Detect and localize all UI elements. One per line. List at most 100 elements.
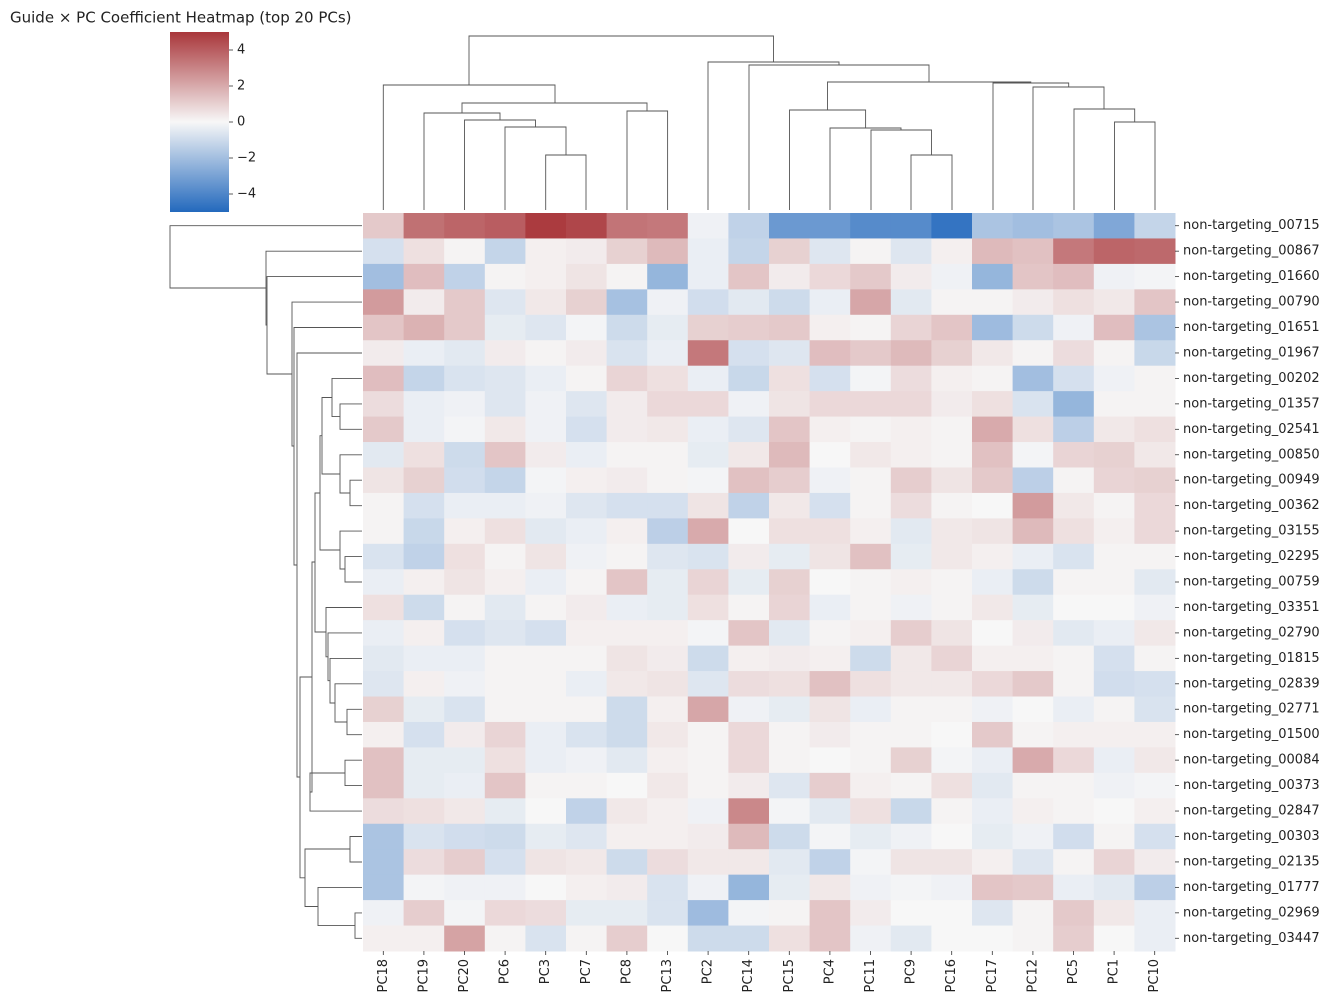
heatmap-cell — [890, 594, 932, 621]
heatmap-cell — [1093, 238, 1135, 265]
heatmap-cell — [687, 620, 729, 647]
heatmap-cell — [809, 823, 851, 850]
heatmap-cell — [1093, 849, 1135, 876]
heatmap-cell — [931, 365, 973, 392]
heatmap-cell — [850, 671, 892, 698]
heatmap-cell — [850, 900, 892, 927]
heatmap-cell — [444, 696, 486, 723]
heatmap-cell — [525, 391, 567, 418]
heatmap-cell — [728, 747, 770, 774]
heatmap-cell — [809, 391, 851, 418]
heatmap-cell — [890, 518, 932, 545]
heatmap-cell — [403, 391, 445, 418]
heatmap-cell — [1053, 925, 1095, 952]
heatmap-cell — [484, 569, 526, 596]
heatmap-cell — [809, 620, 851, 647]
heatmap-cell — [1012, 263, 1054, 290]
heatmap-cell — [931, 874, 973, 901]
row-label: non-targeting_03155 — [1183, 524, 1320, 539]
heatmap-cell — [850, 569, 892, 596]
heatmap-cell — [444, 671, 486, 698]
heatmap-cell — [850, 238, 892, 265]
heatmap-cell — [687, 238, 729, 265]
heatmap-cell — [647, 289, 689, 316]
heatmap-cell — [687, 594, 729, 621]
heatmap-cell — [606, 238, 648, 265]
heatmap-cell — [728, 620, 770, 647]
heatmap-cell — [1012, 696, 1054, 723]
heatmap-cell — [1134, 213, 1176, 239]
heatmap-cell — [1093, 874, 1135, 901]
heatmap-cell — [566, 467, 608, 494]
heatmap-cell — [403, 263, 445, 290]
heatmap-cell — [769, 849, 811, 876]
heatmap-cell — [1093, 543, 1135, 570]
heatmap-cell — [403, 823, 445, 850]
heatmap-cell — [972, 365, 1014, 392]
heatmap-cell — [363, 874, 405, 901]
heatmap-cell — [1012, 849, 1054, 876]
heatmap-cell — [363, 696, 405, 723]
heatmap-cell — [728, 238, 770, 265]
heatmap-cell — [363, 340, 405, 367]
heatmap-cell — [606, 569, 648, 596]
heatmap-cell — [444, 620, 486, 647]
heatmap-cell — [972, 721, 1014, 748]
heatmap-cell — [1093, 671, 1135, 698]
heatmap-cell — [525, 238, 567, 265]
heatmap-cell — [890, 772, 932, 799]
heatmap-cell — [972, 314, 1014, 341]
heatmap-cell — [363, 594, 405, 621]
column-label: PC16 — [944, 959, 959, 992]
heatmap-cell — [484, 874, 526, 901]
heatmap-cell — [972, 645, 1014, 672]
heatmap-cell — [728, 849, 770, 876]
heatmap-cell — [606, 900, 648, 927]
heatmap-cell — [525, 900, 567, 927]
heatmap-cell — [972, 594, 1014, 621]
heatmap-cell — [363, 849, 405, 876]
heatmap-cell — [931, 213, 973, 239]
heatmap-cell — [1093, 365, 1135, 392]
heatmap-cell — [890, 849, 932, 876]
heatmap-cell — [850, 289, 892, 316]
heatmap-cell — [687, 798, 729, 825]
heatmap-cell — [1012, 772, 1054, 799]
heatmap-cell — [1093, 467, 1135, 494]
heatmap-cell — [1093, 213, 1135, 239]
heatmap-cell — [484, 747, 526, 774]
heatmap-cell — [1012, 747, 1054, 774]
heatmap-cell — [647, 645, 689, 672]
heatmap-cell — [931, 696, 973, 723]
heatmap-cell — [687, 518, 729, 545]
heatmap-cell — [809, 518, 851, 545]
column-label: PC18 — [376, 959, 391, 992]
heatmap-cell — [403, 772, 445, 799]
heatmap-cell — [890, 620, 932, 647]
heatmap-cell — [728, 213, 770, 239]
heatmap-cell — [566, 238, 608, 265]
heatmap-cell — [1053, 543, 1095, 570]
heatmap-cell — [1134, 849, 1176, 876]
heatmap-cell — [566, 492, 608, 519]
heatmap-cell — [606, 543, 648, 570]
heatmap-cell — [363, 467, 405, 494]
heatmap-cell — [809, 238, 851, 265]
heatmap-cell — [728, 467, 770, 494]
heatmap-cell — [1053, 721, 1095, 748]
heatmap-cell — [647, 594, 689, 621]
heatmap-cell — [566, 849, 608, 876]
heatmap-cell — [1134, 900, 1176, 927]
heatmap-cell — [890, 721, 932, 748]
colorbar-tick-label: 2 — [237, 79, 245, 94]
row-label: non-targeting_01967 — [1183, 345, 1320, 360]
heatmap-cell — [931, 416, 973, 443]
heatmap-cell — [484, 543, 526, 570]
heatmap-cell — [566, 900, 608, 927]
heatmap-cell — [403, 289, 445, 316]
heatmap-cell — [728, 518, 770, 545]
heatmap-cell — [809, 721, 851, 748]
heatmap-cell — [809, 900, 851, 927]
heatmap-cell — [444, 569, 486, 596]
heatmap-cell — [850, 594, 892, 621]
